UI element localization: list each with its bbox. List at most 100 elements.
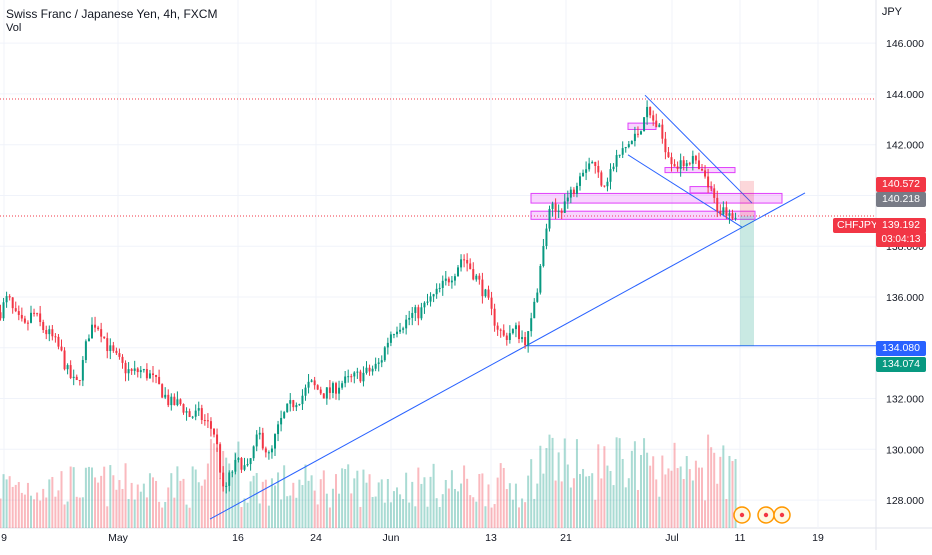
volume-bar [173, 497, 176, 528]
candle-body [460, 259, 463, 268]
candle-body [139, 370, 142, 373]
volume-bar [139, 491, 142, 528]
candle-body [600, 172, 603, 186]
volume-bar [533, 498, 536, 528]
volume-bar [54, 496, 57, 528]
volume-bar [185, 504, 188, 528]
volume-bar [548, 434, 551, 528]
candle-body [518, 325, 520, 339]
candle-body [283, 412, 286, 418]
candle-body [438, 287, 441, 289]
volume-bar [194, 469, 197, 528]
volume-bar [481, 473, 484, 528]
candle-body [30, 312, 32, 323]
volume-bar [396, 487, 398, 528]
candle-body [450, 280, 453, 283]
volume-bar [152, 477, 154, 528]
time-tick-label: 19 [812, 532, 824, 544]
trendlines[interactable] [209, 94, 806, 520]
volume-bar [527, 475, 530, 528]
volume-bar [292, 482, 295, 528]
volume-bar [170, 473, 173, 528]
volume-bar [72, 467, 75, 528]
candle-body [636, 133, 639, 135]
candle-body [575, 185, 578, 194]
volume-bar [42, 488, 45, 528]
candle-body [209, 421, 212, 429]
candle-body [457, 267, 459, 277]
volume-bar [377, 482, 380, 528]
candle-body [325, 387, 328, 399]
volume-bar [353, 478, 356, 528]
volume-bar [572, 478, 575, 528]
volume-bar [734, 459, 737, 528]
volume-bar [453, 488, 456, 528]
candle-body [432, 294, 435, 297]
volume-bar [505, 489, 508, 528]
event-marker[interactable] [733, 506, 751, 524]
candle-body [569, 189, 572, 198]
volume-bar [585, 476, 588, 528]
stop-loss-area [740, 180, 754, 216]
candle-body [280, 417, 283, 425]
candle-body [87, 338, 90, 342]
time-axis[interactable]: 9 May 16 24 Jun 13 21 Jul 11 19 [1, 532, 824, 544]
candle-body [453, 276, 456, 281]
time-tick-label: 24 [310, 532, 322, 544]
volume-bar [283, 465, 286, 528]
candle-body [133, 368, 136, 371]
candle-body [572, 189, 575, 194]
price-tick-label: 144.000 [886, 89, 924, 101]
candle-body [685, 163, 688, 167]
short-position-tool[interactable] [740, 180, 754, 346]
event-marker[interactable] [757, 506, 775, 524]
candle-body [591, 161, 594, 164]
candle-body [676, 166, 679, 169]
volume-bar [78, 497, 81, 528]
price-axis[interactable]: 128.000130.000132.000134.000136.000138.0… [886, 38, 924, 507]
volume-bar [261, 481, 264, 528]
candle-body [371, 368, 374, 372]
volume-bar [216, 447, 219, 528]
volume-bar [594, 499, 597, 528]
volume-bar [621, 458, 624, 528]
volume-bar [612, 485, 615, 528]
trendline [644, 94, 753, 204]
candle-body [94, 324, 97, 328]
candle-body [255, 434, 258, 447]
event-markers[interactable] [733, 506, 791, 524]
volume-bar [109, 465, 112, 528]
event-marker[interactable] [773, 506, 791, 524]
volume-bar [359, 506, 362, 528]
candle-body [499, 329, 502, 331]
volume-bar [487, 484, 490, 528]
trendline [209, 192, 806, 520]
volume-bar [81, 497, 84, 528]
volume-bar [420, 483, 423, 528]
candle-body [609, 169, 612, 182]
volume-bar [2, 474, 5, 528]
candle-body [124, 362, 127, 374]
volume-bar [472, 497, 475, 528]
candle-body [322, 393, 325, 399]
volume-indicator-label[interactable]: Vol [6, 22, 22, 34]
volume-bar [597, 444, 600, 528]
volume-bar [368, 474, 371, 528]
volume-bar [731, 461, 734, 528]
volume-bar [435, 498, 438, 528]
event-marker-dot [739, 512, 745, 518]
volume-bar [63, 504, 66, 528]
candle-body [2, 302, 5, 319]
candle-body [103, 336, 106, 339]
candle-body [353, 372, 356, 377]
candle-body [618, 154, 621, 156]
volume-bar [658, 496, 661, 528]
volume-bar [667, 468, 670, 528]
volume-bar [557, 452, 560, 528]
take-profit-area [740, 215, 754, 346]
candle-body [554, 203, 557, 212]
volume-bar [566, 464, 569, 528]
zones[interactable] [530, 122, 783, 220]
